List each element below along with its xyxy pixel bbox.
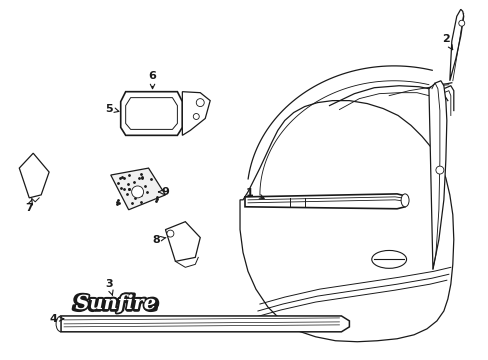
Polygon shape [125, 98, 177, 129]
Circle shape [196, 99, 204, 107]
Text: 6: 6 [148, 71, 156, 89]
Polygon shape [121, 92, 182, 135]
Text: 3: 3 [105, 279, 113, 295]
Text: Sunfire: Sunfire [73, 294, 158, 314]
Circle shape [458, 20, 464, 26]
Circle shape [166, 230, 174, 237]
Text: 7: 7 [25, 200, 33, 213]
Polygon shape [244, 194, 404, 209]
Polygon shape [165, 222, 200, 261]
Circle shape [193, 113, 199, 120]
Text: 4: 4 [49, 314, 63, 324]
Text: Sunfire: Sunfire [75, 295, 156, 313]
Text: Sunfire: Sunfire [72, 293, 158, 314]
Text: 8: 8 [152, 234, 165, 244]
Text: Sunfire: Sunfire [73, 293, 159, 314]
Text: 9: 9 [158, 187, 169, 197]
Text: Sunfire: Sunfire [73, 294, 159, 314]
Polygon shape [111, 168, 165, 210]
Circle shape [131, 186, 143, 198]
Text: Sunfire: Sunfire [73, 294, 158, 315]
Polygon shape [240, 100, 453, 342]
Text: 1: 1 [245, 188, 264, 199]
Polygon shape [428, 81, 446, 269]
Polygon shape [182, 92, 210, 135]
Polygon shape [61, 316, 349, 332]
Text: Sunfire: Sunfire [73, 293, 158, 314]
Text: Sunfire: Sunfire [73, 294, 158, 314]
Polygon shape [19, 153, 49, 198]
Ellipse shape [400, 194, 408, 207]
Circle shape [435, 166, 443, 174]
Text: 2: 2 [441, 34, 452, 50]
Polygon shape [449, 9, 463, 81]
Text: Sunfire: Sunfire [72, 294, 158, 315]
Text: Sunfire: Sunfire [72, 294, 158, 314]
Text: Sunfire: Sunfire [73, 294, 159, 315]
Text: 5: 5 [105, 104, 119, 113]
Ellipse shape [371, 251, 406, 268]
